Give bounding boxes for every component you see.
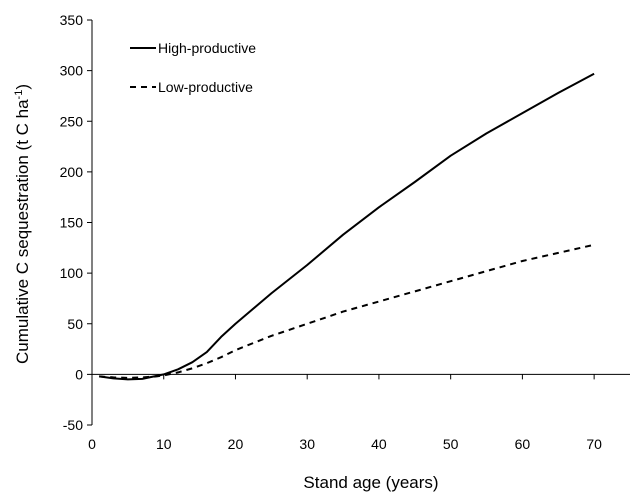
series-line-high-productive xyxy=(99,72,595,381)
y-tick-label-8: 350 xyxy=(60,12,84,28)
legend-label-high-productive: High-productive xyxy=(158,40,256,56)
series-lines xyxy=(99,72,595,381)
y-axis-title-sup: -1 xyxy=(13,90,25,100)
legend-label-low-productive: Low-productive xyxy=(158,79,253,95)
y-tick-label-0: -50 xyxy=(63,417,83,433)
y-tick-label-6: 250 xyxy=(60,113,84,129)
x-tick-label-7: 70 xyxy=(586,436,602,452)
y-ticks: -50 0 50 100 150 200 250 300 350 xyxy=(60,12,92,433)
series-line-low-productive xyxy=(99,243,595,379)
y-tick-label-5: 200 xyxy=(60,164,84,180)
x-tick-label-6: 60 xyxy=(515,436,531,452)
x-axis-title: Stand age (years) xyxy=(303,473,438,492)
x-tick-label-0: 0 xyxy=(88,436,96,452)
x-tick-label-1: 10 xyxy=(156,436,172,452)
y-axis-title: Cumulative C sequestration (t C ha-1) xyxy=(13,84,32,364)
x-tick-label-5: 50 xyxy=(443,436,459,452)
y-tick-label-7: 300 xyxy=(60,63,84,79)
y-tick-label-1: 0 xyxy=(75,366,83,382)
y-tick-label-4: 150 xyxy=(60,215,84,231)
y-tick-label-3: 100 xyxy=(60,265,84,281)
x-tick-label-3: 30 xyxy=(299,436,315,452)
x-ticks: 0 10 20 30 40 50 60 70 xyxy=(88,374,602,452)
y-axis-title-main: Cumulative C sequestration (t C ha xyxy=(13,99,32,364)
y-axis-title-close: ) xyxy=(13,84,32,90)
x-tick-label-2: 20 xyxy=(228,436,244,452)
legend: High-productive Low-productive xyxy=(130,40,256,95)
x-tick-label-4: 40 xyxy=(371,436,387,452)
y-tick-label-2: 50 xyxy=(67,316,83,332)
